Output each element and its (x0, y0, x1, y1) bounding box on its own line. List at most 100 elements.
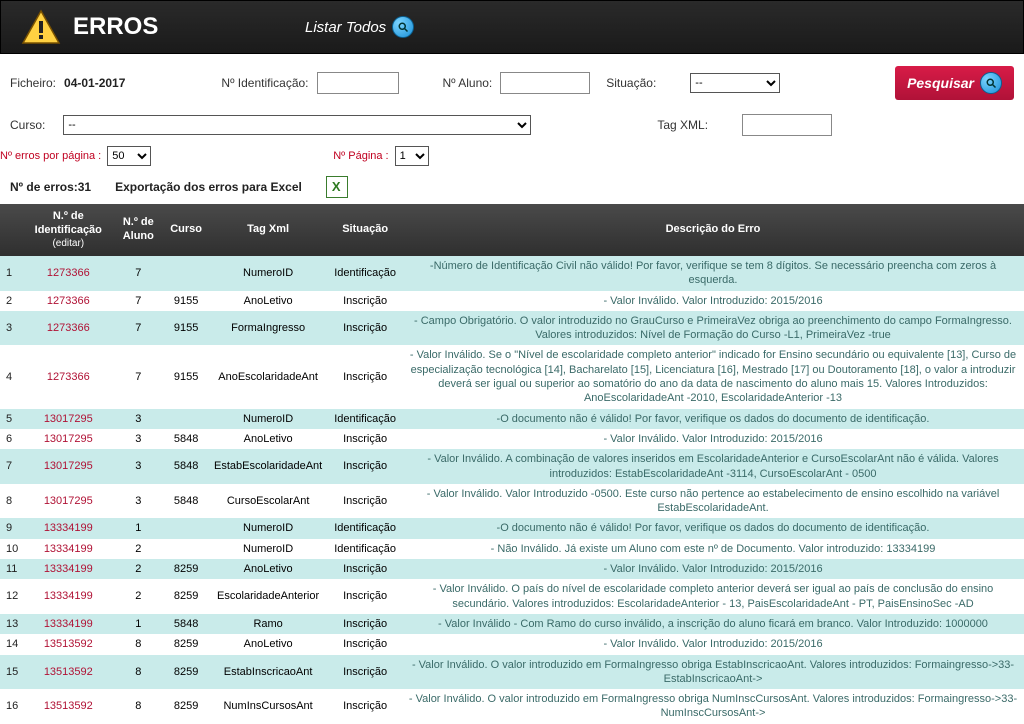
row-index: 13 (0, 614, 24, 634)
id-link[interactable]: 13017295 (24, 449, 112, 484)
row-sit: Inscrição (328, 311, 402, 346)
col-curso: Curso (164, 204, 208, 256)
curso-select[interactable]: -- (63, 115, 531, 135)
row-desc: - Valor Inválido - Com Ramo do curso inv… (402, 614, 1024, 634)
row-curso: 9155 (164, 345, 208, 408)
row-index: 12 (0, 579, 24, 614)
aluno-label: Nº Aluno: (443, 76, 493, 90)
table-row: 61301729535848AnoLetivoInscrição- Valor … (0, 429, 1024, 449)
row-sit: Identificação (328, 409, 402, 429)
identificacao-label: Nº Identificação: (221, 76, 308, 90)
table-row: 9133341991NumeroIDIdentificação-O docume… (0, 518, 1024, 538)
search-icon (980, 72, 1002, 94)
errors-table: N.º de Identificação(editar) N.º de Alun… (0, 204, 1024, 724)
row-desc: - Valor Inválido. A combinação de valore… (402, 449, 1024, 484)
row-tag: AnoLetivo (208, 634, 328, 654)
id-link[interactable]: 13513592 (24, 655, 112, 690)
export-label: Exportação dos erros para Excel (115, 180, 302, 194)
aluno-input[interactable] (500, 72, 590, 94)
id-link[interactable]: 1273366 (24, 311, 112, 346)
row-aluno: 3 (112, 484, 164, 519)
row-sit: Inscrição (328, 449, 402, 484)
row-curso: 5848 (164, 449, 208, 484)
identificacao-input[interactable] (317, 72, 399, 94)
list-all-button[interactable] (392, 16, 414, 38)
id-link[interactable]: 13017295 (24, 409, 112, 429)
ficheiro-value: 04-01-2017 (64, 76, 125, 90)
row-desc: - Valor Inválido. Valor Introduzido -050… (402, 484, 1024, 519)
row-tag: EscolaridadeAnterior (208, 579, 328, 614)
excel-icon[interactable] (326, 176, 348, 198)
id-link[interactable]: 1273366 (24, 291, 112, 311)
row-desc: - Valor Inválido. Valor Introduzido: 201… (402, 634, 1024, 654)
row-desc: - Valor Inválido. Se o "Nível de escolar… (402, 345, 1024, 408)
row-sit: Inscrição (328, 655, 402, 690)
row-tag: AnoLetivo (208, 429, 328, 449)
row-sit: Identificação (328, 256, 402, 291)
row-curso: 5848 (164, 429, 208, 449)
id-link[interactable]: 13017295 (24, 429, 112, 449)
list-all-link[interactable]: Listar Todos (305, 19, 386, 36)
id-link[interactable]: 13334199 (24, 559, 112, 579)
row-tag: NumeroID (208, 409, 328, 429)
col-descricao: Descrição do Erro (402, 204, 1024, 256)
pesquisar-button[interactable]: Pesquisar (895, 66, 1014, 100)
row-sit: Inscrição (328, 429, 402, 449)
row-sit: Inscrição (328, 689, 402, 724)
row-sit: Identificação (328, 539, 402, 559)
row-curso: 8259 (164, 634, 208, 654)
row-desc: -O documento não é válido! Por favor, ve… (402, 518, 1024, 538)
table-row: 121333419928259EscolaridadeAnteriorInscr… (0, 579, 1024, 614)
pager: Nº erros por página : 50 Nº Página : 1 (0, 144, 1024, 170)
row-curso: 9155 (164, 291, 208, 311)
total-errors: Nº de erros:31 (10, 180, 91, 194)
row-aluno: 3 (112, 409, 164, 429)
row-tag: NumeroID (208, 539, 328, 559)
row-curso: 8259 (164, 689, 208, 724)
id-link[interactable]: 13017295 (24, 484, 112, 519)
col-aluno: N.º de Aluno (112, 204, 164, 256)
row-sit: Inscrição (328, 579, 402, 614)
id-link[interactable]: 13334199 (24, 614, 112, 634)
row-tag: Ramo (208, 614, 328, 634)
row-desc: -O documento não é válido! Por favor, ve… (402, 409, 1024, 429)
table-row: 3127336679155FormaIngressoInscrição- Cam… (0, 311, 1024, 346)
table-row: 131333419915848RamoInscrição- Valor Invá… (0, 614, 1024, 634)
row-index: 7 (0, 449, 24, 484)
id-link[interactable]: 1273366 (24, 256, 112, 291)
row-sit: Identificação (328, 518, 402, 538)
row-aluno: 2 (112, 559, 164, 579)
row-index: 5 (0, 409, 24, 429)
id-link[interactable]: 13334199 (24, 539, 112, 559)
row-desc: - Valor Inválido. Valor Introduzido: 201… (402, 291, 1024, 311)
id-link[interactable]: 13513592 (24, 634, 112, 654)
table-row: 2127336679155AnoLetivoInscrição- Valor I… (0, 291, 1024, 311)
page-header: ERROS Listar Todos (0, 0, 1024, 54)
row-tag: FormaIngresso (208, 311, 328, 346)
row-desc: - Valor Inválido. O país do nível de esc… (402, 579, 1024, 614)
id-link[interactable]: 1273366 (24, 345, 112, 408)
row-curso: 8259 (164, 579, 208, 614)
row-aluno: 8 (112, 689, 164, 724)
table-row: 5130172953 NumeroIDIdentificação-O docume… (0, 409, 1024, 429)
col-tagxml: Tag Xml (208, 204, 328, 256)
table-row: 112733667NumeroIDIdentificação-Número de… (0, 256, 1024, 291)
row-curso: 9155 (164, 311, 208, 346)
row-index: 2 (0, 291, 24, 311)
table-row: 71301729535848EstabEscolaridadeAntInscri… (0, 449, 1024, 484)
page-select[interactable]: 1 (395, 146, 429, 166)
row-curso (164, 518, 208, 538)
row-desc: - Valor Inválido. Valor Introduzido: 201… (402, 429, 1024, 449)
row-index: 14 (0, 634, 24, 654)
tagxml-input[interactable] (742, 114, 832, 136)
situacao-select[interactable]: -- (690, 73, 780, 93)
row-tag: AnoLetivo (208, 559, 328, 579)
id-link[interactable]: 13334199 (24, 518, 112, 538)
table-row: 141351359288259AnoLetivoInscrição- Valor… (0, 634, 1024, 654)
table-row: 151351359288259EstabInscricaoAntInscriçã… (0, 655, 1024, 690)
per-page-select[interactable]: 50 (107, 146, 151, 166)
id-link[interactable]: 13513592 (24, 689, 112, 724)
row-aluno: 3 (112, 449, 164, 484)
id-link[interactable]: 13334199 (24, 579, 112, 614)
warning-icon (21, 9, 61, 45)
